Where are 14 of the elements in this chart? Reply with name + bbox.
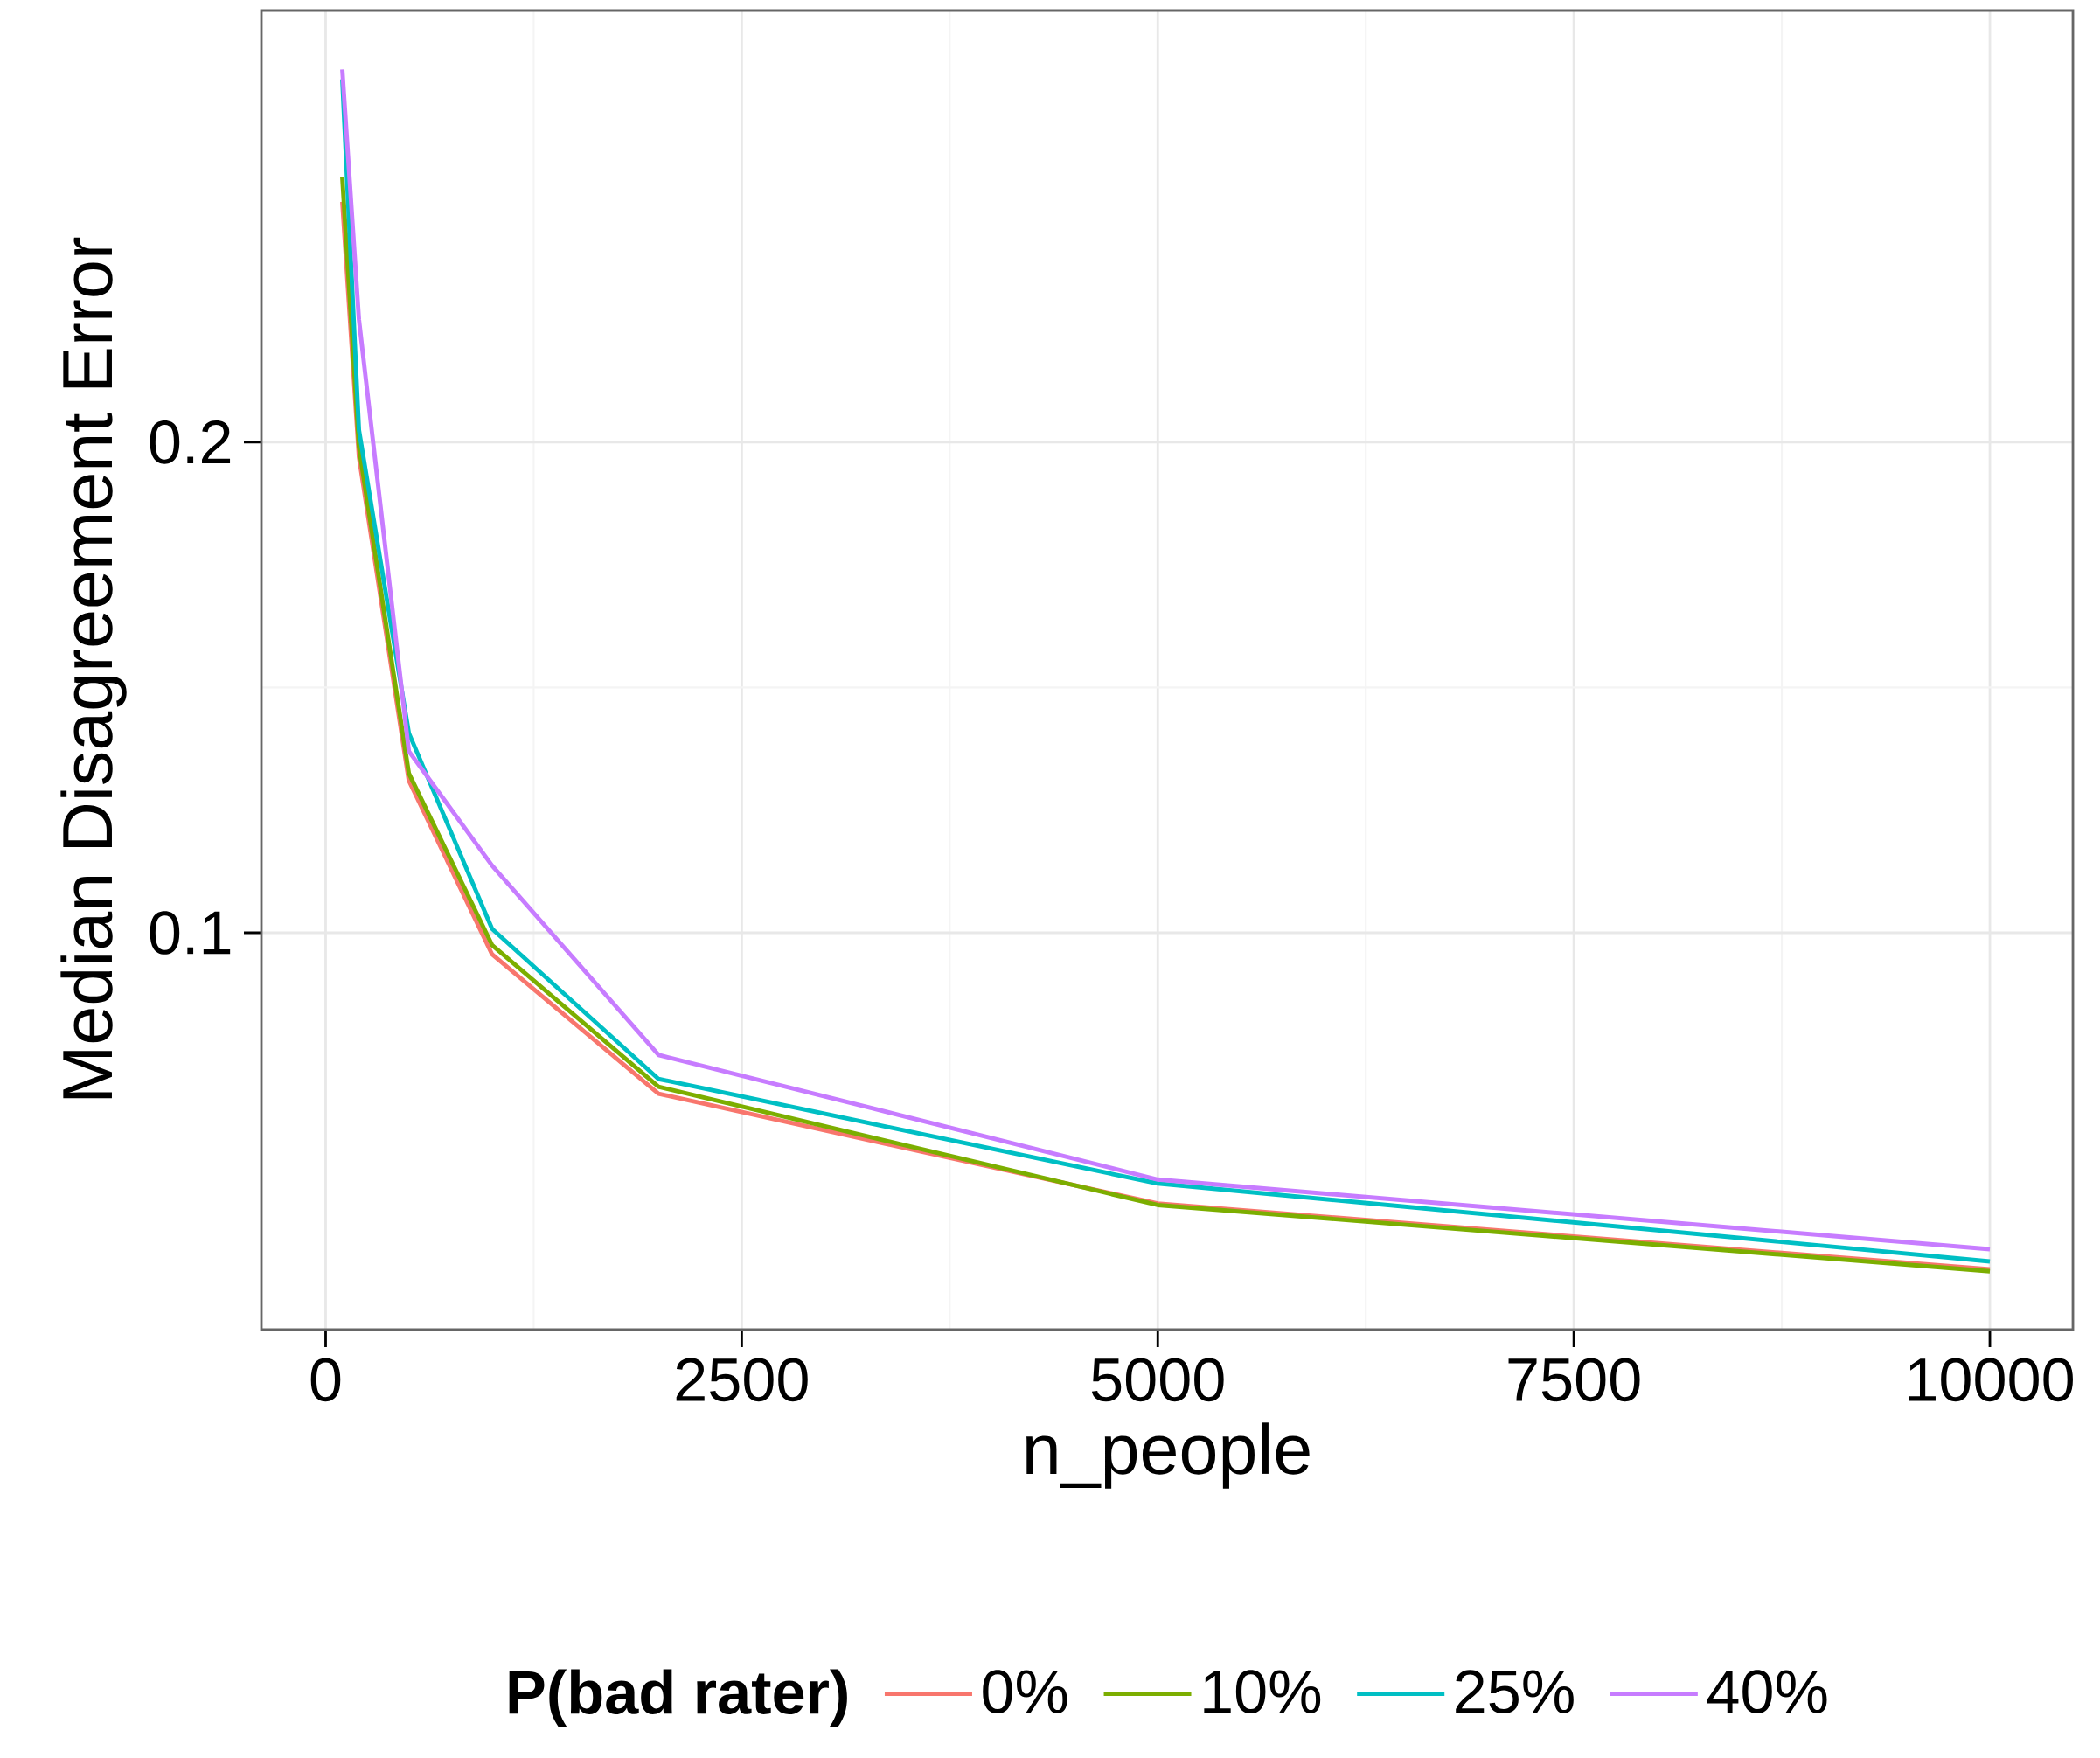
x-tick-label: 0 <box>310 1358 341 1402</box>
legend-title: P(bad rater) <box>509 1669 847 1727</box>
legend-label: 10% <box>1204 1670 1321 1714</box>
y-tick-label: 0.1 <box>150 911 231 955</box>
x-tick-label: 7500 <box>1508 1358 1640 1402</box>
legend-label: 40% <box>1707 1670 1827 1714</box>
y-tick-label: 0.2 <box>150 420 231 464</box>
y-axis-title: Median Disagreement Error <box>60 237 127 1099</box>
x-tick-label: 10000 <box>1909 1358 2073 1402</box>
x-tick-label: 5000 <box>1091 1358 1224 1402</box>
x-axis-title: n_people <box>1026 1422 1310 1489</box>
legend-label: 0% <box>983 1670 1067 1714</box>
x-tick-label: 2500 <box>676 1358 808 1402</box>
legend-label: 25% <box>1456 1670 1574 1714</box>
